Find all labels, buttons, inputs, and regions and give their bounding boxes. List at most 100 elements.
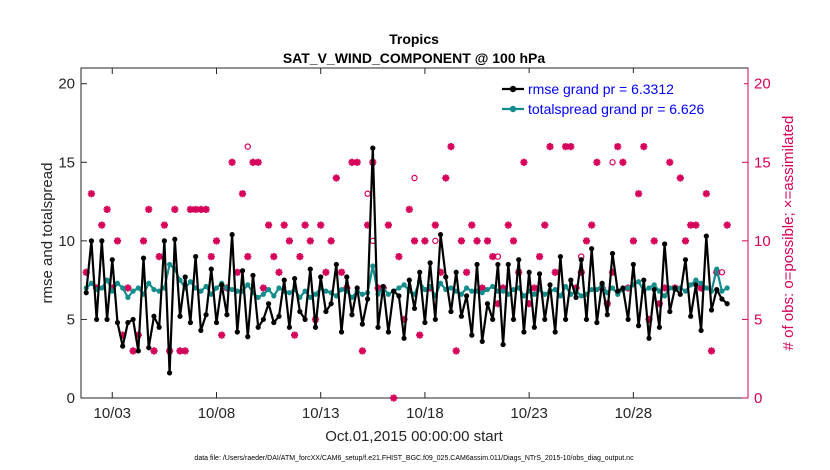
rmse-point xyxy=(255,324,261,330)
rmse-point xyxy=(130,316,136,323)
rmse-point xyxy=(490,316,496,323)
rmse-point xyxy=(667,308,673,315)
rmse-point xyxy=(641,277,647,283)
obs-assimilated-point xyxy=(473,237,481,245)
rmse-point xyxy=(406,277,412,283)
rmse-point xyxy=(708,307,715,313)
rmse-point xyxy=(495,261,501,268)
rmse-point xyxy=(365,296,371,302)
totalspread-point xyxy=(125,294,131,301)
legend-spread-marker xyxy=(509,105,517,113)
rmse-point xyxy=(682,257,689,263)
rmse-point xyxy=(172,236,178,242)
totalspread-point xyxy=(464,285,470,291)
rmse-point xyxy=(359,321,365,327)
y-tick-label: 5 xyxy=(67,311,75,328)
totalspread-point xyxy=(104,277,110,283)
rmse-point xyxy=(724,301,730,307)
legend-box xyxy=(498,73,744,121)
rmse-point xyxy=(662,241,668,247)
y-tick-label: 20 xyxy=(58,76,75,93)
obs-possible-point xyxy=(432,237,439,245)
obs-assimilated-point xyxy=(296,253,304,261)
rmse-point xyxy=(203,312,209,318)
obs-assimilated-point xyxy=(681,237,690,245)
legend: rmse grand pr = 6.3312 totalspread grand… xyxy=(498,73,744,121)
rmse-point xyxy=(146,345,152,351)
obs-assimilated-point xyxy=(322,268,330,276)
obs-assimilated-point xyxy=(634,190,643,198)
obs-assimilated-point xyxy=(416,331,424,339)
totalspread-point xyxy=(589,286,595,293)
rmse-series xyxy=(83,145,730,376)
totalspread-point xyxy=(578,293,584,299)
totalspread-point xyxy=(146,280,152,286)
rmse-point xyxy=(396,293,402,299)
rmse-point xyxy=(542,316,548,323)
rmse-point xyxy=(338,329,345,335)
obs-assimilated-point xyxy=(723,221,731,229)
rmse-point xyxy=(615,288,621,294)
totalspread-point xyxy=(490,283,496,290)
obs-assimilated-point xyxy=(160,221,168,229)
rmse-point xyxy=(161,238,167,244)
obs-assimilated-point xyxy=(692,221,700,229)
rmse-point xyxy=(385,329,392,335)
rmse-point xyxy=(625,316,631,323)
rmse-point xyxy=(573,294,579,301)
x-tick-label: 10/03 xyxy=(93,405,131,422)
totalspread-point xyxy=(187,279,194,285)
obs-assimilated-point xyxy=(301,221,309,229)
totalspread-point xyxy=(635,279,642,285)
totalspread-point xyxy=(401,282,407,288)
totalspread-point xyxy=(557,293,564,299)
rmse-point xyxy=(651,286,657,293)
totalspread-point xyxy=(396,285,402,291)
obs-assimilated-point xyxy=(139,237,148,245)
totalspread-point xyxy=(693,277,699,283)
rmse-point xyxy=(568,277,574,283)
rmse-point xyxy=(453,269,459,275)
rmse-point xyxy=(500,341,506,348)
rmse-point xyxy=(344,274,350,280)
totalspread-point xyxy=(521,293,527,299)
rmse-point xyxy=(526,269,532,275)
totalspread-point xyxy=(479,290,485,296)
obs-assimilated-point xyxy=(244,253,252,261)
rmse-point xyxy=(239,268,246,274)
legend-rmse-label: rmse grand pr = 6.3312 xyxy=(528,81,674,97)
totalspread-point xyxy=(385,291,392,297)
totalspread-point xyxy=(719,288,725,294)
rmse-point xyxy=(536,271,543,277)
rmse-point xyxy=(302,316,308,323)
obs-assimilated-point xyxy=(171,205,179,213)
x-axis: 10/03 10/08 10/13 10/18 10/23 10/28 xyxy=(93,68,652,422)
rmse-point xyxy=(229,231,235,238)
rmse-point xyxy=(432,316,438,323)
rmse-point xyxy=(427,260,433,266)
rmse-point xyxy=(516,257,522,263)
rmse-point xyxy=(307,266,313,272)
totalspread-point xyxy=(437,280,444,286)
rmse-point xyxy=(411,305,418,312)
rmse-line xyxy=(85,147,728,374)
obs-assimilated-point xyxy=(291,331,299,339)
rmse-point xyxy=(120,343,126,349)
legend-rmse-marker xyxy=(509,85,517,93)
obs-assimilated-point xyxy=(509,237,518,245)
obs-assimilated-point xyxy=(457,237,465,245)
y2-tick-label: 10 xyxy=(754,233,771,250)
rmse-point xyxy=(677,291,683,297)
rmse-point xyxy=(620,285,626,291)
obs-assimilated-point xyxy=(541,221,549,229)
y2-tick-label: 5 xyxy=(754,311,762,328)
totalspread-point xyxy=(245,282,251,288)
obs-assimilated-point xyxy=(259,284,267,292)
y-axis-label: rmse and totalspread xyxy=(39,163,56,304)
rmse-point xyxy=(135,348,141,354)
rmse-point xyxy=(531,324,537,330)
totalspread-point xyxy=(166,261,173,268)
obs-assimilated-point xyxy=(228,158,236,166)
obs-assimilated-point xyxy=(520,158,528,166)
